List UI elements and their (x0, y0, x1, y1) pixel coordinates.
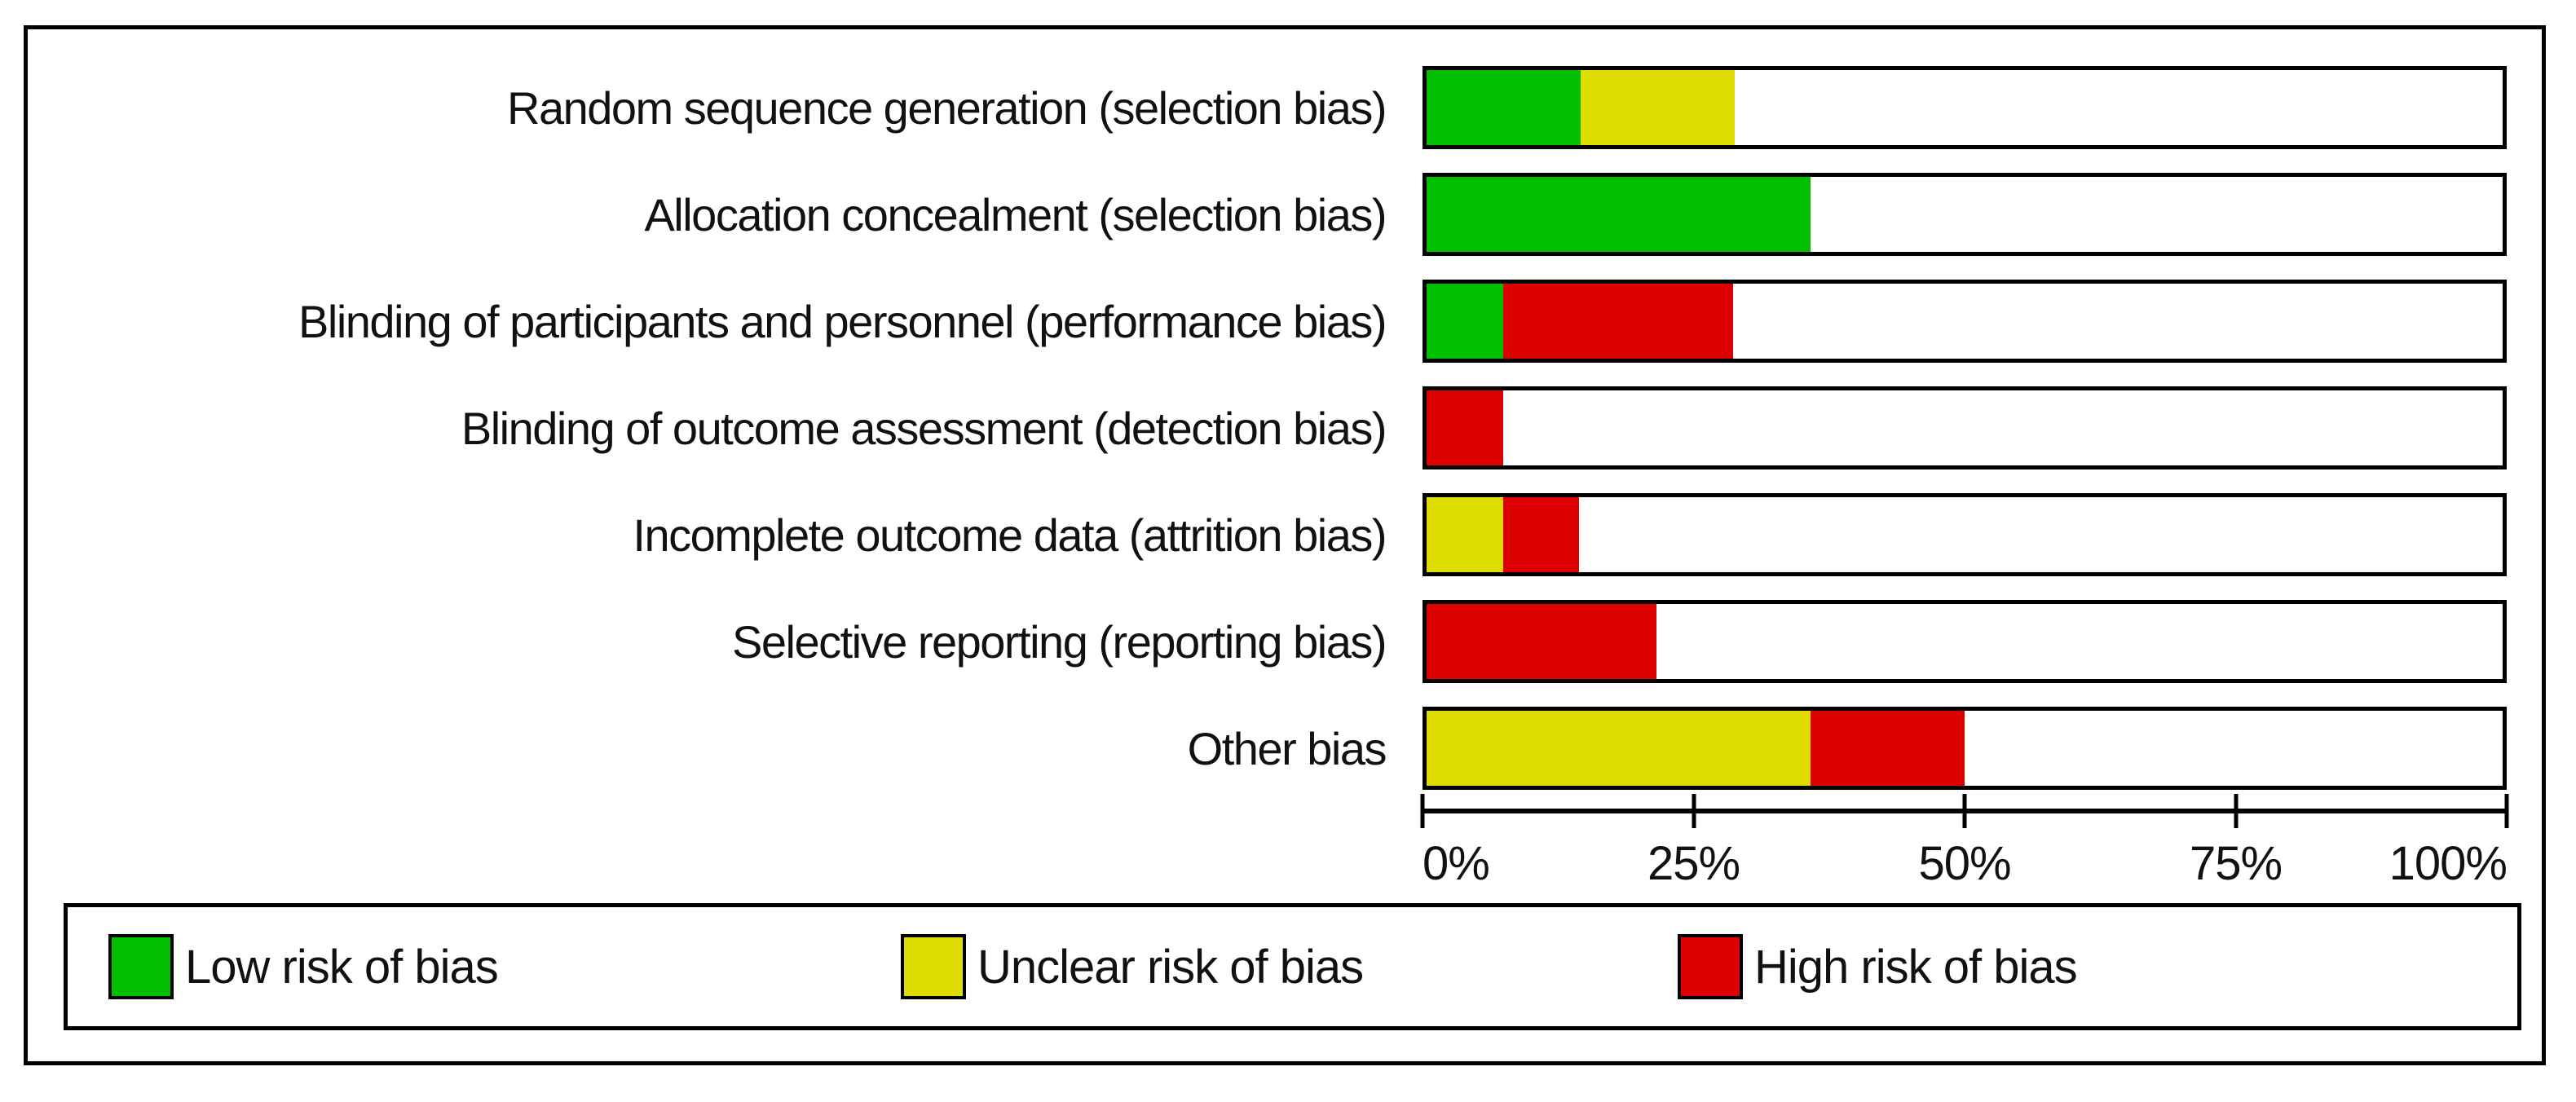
row-label: Selective reporting (reporting bias) (732, 615, 1387, 668)
bar-segment-high (1427, 390, 1503, 465)
bar-segment-unclear (1580, 70, 1735, 145)
row-label: Blinding of outcome assessment (detectio… (461, 402, 1387, 454)
x-axis-tick-label: 0% (1423, 837, 1490, 890)
legend-item-unclear: Unclear risk of bias (901, 934, 1364, 999)
x-axis-tick-0 (1420, 794, 1425, 828)
legend-item-low: Low risk of bias (108, 934, 499, 999)
row-label: Random sequence generation (selection bi… (507, 82, 1387, 134)
row-label: Allocation concealment (selection bias) (644, 188, 1387, 240)
x-axis-tick-label: 25% (1647, 837, 1740, 890)
bar-track (1423, 707, 2507, 790)
bar-track (1423, 173, 2507, 256)
x-axis-tick-label: 75% (2189, 837, 2283, 890)
bar-segment-low (1427, 70, 1581, 145)
chart-row: Allocation concealment (selection bias) (0, 173, 2507, 256)
bar-segment-low (1427, 284, 1503, 359)
x-axis-tick-label: 100% (2389, 837, 2508, 890)
bars-area: Random sequence generation (selection bi… (0, 66, 2507, 813)
legend: Low risk of bias Unclear risk of bias Hi… (64, 903, 2521, 1030)
bar-segment-low (1427, 177, 1811, 252)
x-axis-tick-label: 50% (1918, 837, 2011, 890)
legend-item-high: High risk of bias (1678, 934, 2078, 999)
legend-label: Unclear risk of bias (977, 940, 1364, 994)
bar-segment-high (1502, 284, 1734, 359)
chart-row: Blinding of outcome assessment (detectio… (0, 386, 2507, 469)
x-axis-tick-50 (1962, 794, 1967, 828)
bar-track (1423, 386, 2507, 469)
bar-segment-high (1502, 497, 1580, 572)
chart-row: Other bias (0, 707, 2507, 790)
bar-segment-high (1427, 604, 1657, 679)
x-axis: 0% 25% 50% 75% 100% (1420, 794, 2509, 890)
bar-track (1423, 493, 2507, 576)
legend-swatch-unclear-icon (901, 934, 966, 999)
bar-track (1423, 280, 2507, 363)
chart-row: Incomplete outcome data (attrition bias) (0, 493, 2507, 576)
x-axis-tick-75 (2234, 794, 2238, 828)
chart-row: Random sequence generation (selection bi… (0, 66, 2507, 149)
legend-swatch-high-icon (1678, 934, 1743, 999)
x-axis-tick-100 (2504, 794, 2509, 828)
chart-row: Blinding of participants and personnel (… (0, 280, 2507, 363)
x-axis-tick-25 (1692, 794, 1696, 828)
row-label: Other bias (1187, 722, 1387, 774)
bar-segment-unclear (1427, 497, 1503, 572)
chart-row: Selective reporting (reporting bias) (0, 600, 2507, 683)
bar-segment-high (1811, 711, 1965, 786)
legend-swatch-low-icon (108, 934, 174, 999)
bar-segment-unclear (1427, 711, 1811, 786)
legend-label: Low risk of bias (185, 940, 499, 994)
bar-track (1423, 66, 2507, 149)
bar-track (1423, 600, 2507, 683)
legend-label: High risk of bias (1754, 940, 2078, 994)
row-label: Blinding of participants and personnel (… (298, 295, 1387, 347)
row-label: Incomplete outcome data (attrition bias) (633, 509, 1387, 561)
